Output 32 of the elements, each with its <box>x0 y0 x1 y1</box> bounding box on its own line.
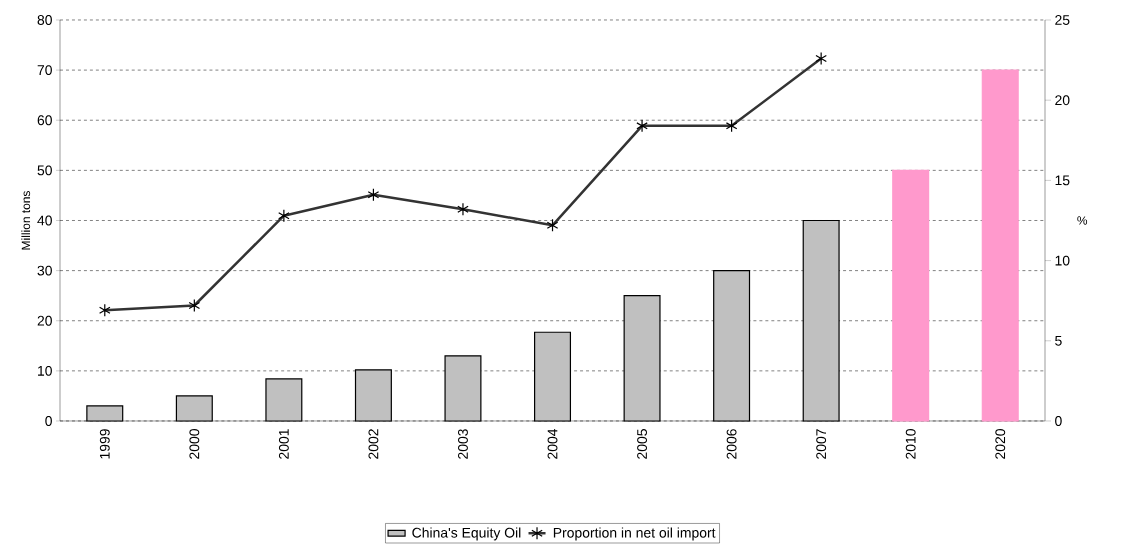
y-tick-label: 30 <box>37 265 52 276</box>
bar <box>892 169 930 422</box>
y2-tick-label: 10 <box>1055 255 1070 266</box>
y-tick-label: 60 <box>37 115 52 126</box>
x-tick-label: 1999 <box>99 429 110 459</box>
x-tick-label: 2006 <box>726 429 737 459</box>
x-tick-label: 2001 <box>278 429 289 459</box>
legend-label: Proportion in net oil import <box>553 527 716 541</box>
y-tick-label: 70 <box>37 65 52 76</box>
x-tick-label: 2007 <box>816 429 827 459</box>
y-tick-label: 80 <box>37 15 52 25</box>
legend-label: China's Equity Oil <box>412 527 521 541</box>
y-axis-title: Million tons <box>21 191 31 250</box>
y2-tick-label: 5 <box>1055 335 1062 346</box>
y2-tick-label: 20 <box>1055 95 1070 106</box>
y2-tick-label: 25 <box>1055 15 1070 25</box>
y-tick-label: 40 <box>37 215 52 226</box>
x-tick-label: 2010 <box>905 429 916 459</box>
y-tick-label: 0 <box>45 416 52 426</box>
y2-axis-title: % <box>1077 216 1088 225</box>
y-tick-label: 50 <box>37 165 52 176</box>
x-tick-label: 2000 <box>189 429 200 459</box>
bar <box>981 69 1019 422</box>
x-tick-label: 2020 <box>995 429 1006 459</box>
y2-tick-label: 0 <box>1055 416 1062 426</box>
y-tick-label: 20 <box>37 315 52 326</box>
x-tick-label: 2004 <box>547 428 558 459</box>
x-tick-label: 2003 <box>458 429 468 459</box>
y-tick-label: 10 <box>38 365 52 376</box>
y2-tick-label: 15 <box>1055 175 1070 186</box>
x-tick-label: 2002 <box>368 429 379 459</box>
x-tick-label: 2005 <box>637 429 647 459</box>
